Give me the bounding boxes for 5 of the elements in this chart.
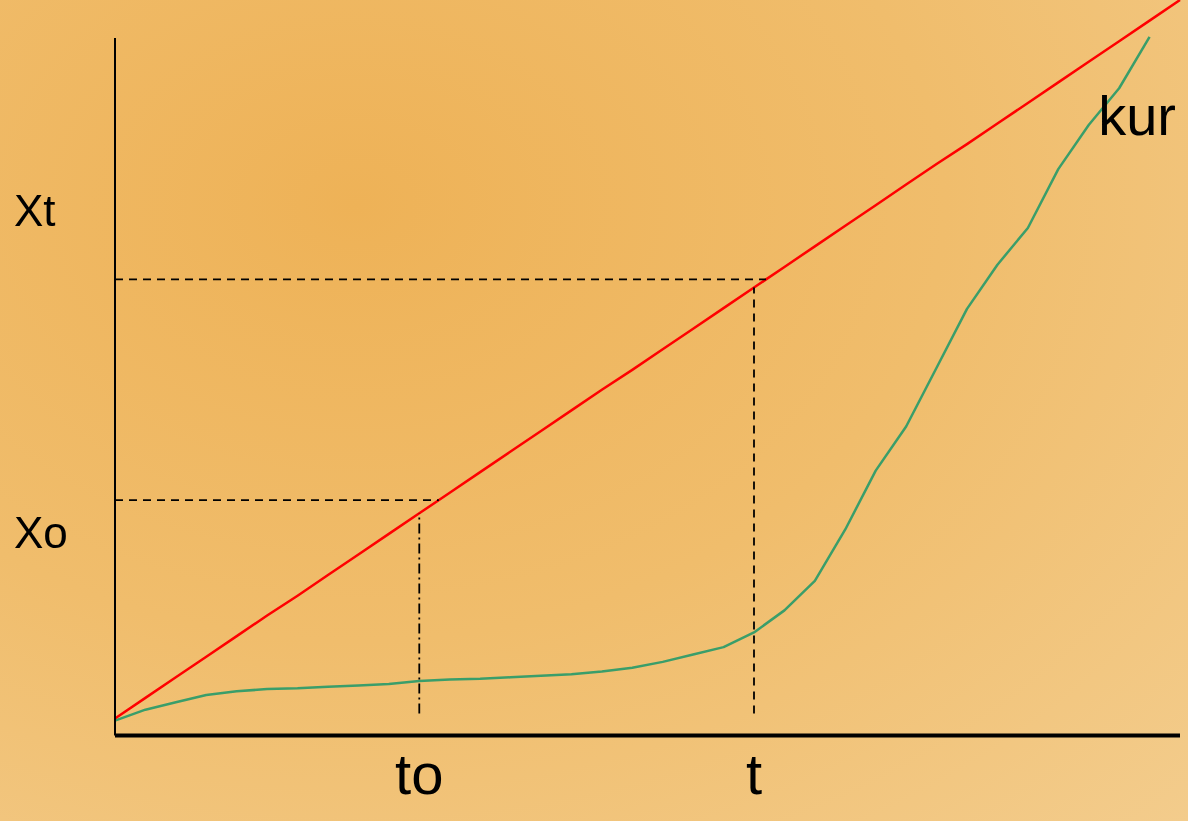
ref-line-label: Xt — [14, 185, 56, 235]
annotation: kur — [1098, 84, 1176, 148]
x-tick-label: to — [395, 741, 444, 807]
x-tick-label: t — [745, 741, 763, 807]
ref-line-label: Xo — [14, 508, 68, 558]
